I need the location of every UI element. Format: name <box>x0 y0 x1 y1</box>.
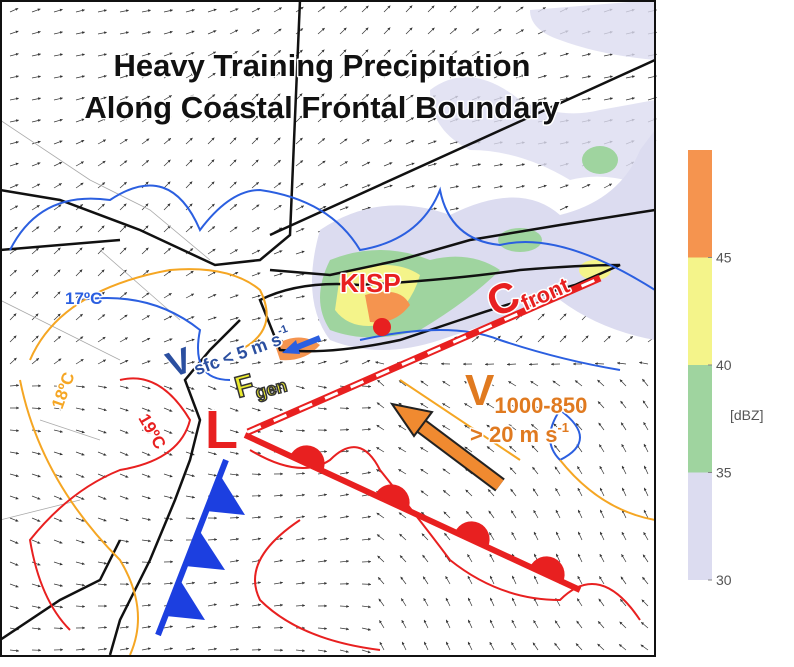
colorbar-tick-label: 35 <box>716 465 732 481</box>
title-line: Heavy Training Precipitation <box>114 48 531 83</box>
low-label: L <box>205 400 238 460</box>
jet-speed-text: > 20 m s <box>470 422 557 447</box>
colorbar-tick-label: 40 <box>716 357 732 373</box>
colorbar-segment <box>688 258 712 366</box>
colorbar-tick-label: 30 <box>716 572 732 588</box>
jet-speed: > 20 m s-1 <box>470 420 569 447</box>
colorbar-label: [dBZ] <box>730 407 763 423</box>
precip-area <box>582 146 618 174</box>
colorbar-segment <box>688 473 712 581</box>
colorbar-tick-label: 45 <box>716 250 732 266</box>
station-marker <box>373 318 391 336</box>
colorbar-segment <box>688 150 712 258</box>
jet-superscript: -1 <box>557 420 569 435</box>
station-label: KISP <box>340 268 401 298</box>
jet-symbol: V <box>465 366 495 415</box>
isotherm-label: 17ºC <box>65 289 102 308</box>
jet-subscript: 1000-850 <box>494 393 587 418</box>
title-line: Along Coastal Frontal Boundary <box>84 90 560 125</box>
colorbar-segment <box>688 365 712 473</box>
